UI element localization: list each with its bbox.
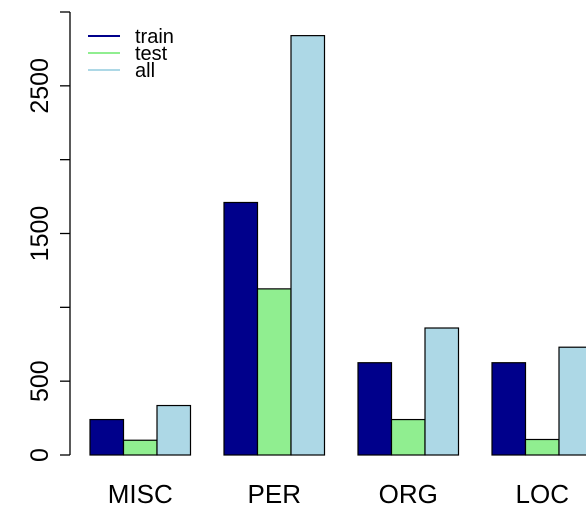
legend-label: test [135,43,168,65]
x-axis-labels: MISC PER ORG LOC [108,479,569,509]
bar-org-all [424,327,460,456]
y-axis: 0 500 1500 2500 [26,11,71,462]
bar-per-all [290,35,326,456]
y-tick-label: 2500 [26,58,54,114]
x-category-label: ORG [379,479,438,509]
y-tick-label: 1500 [26,206,54,262]
x-category-label: PER [248,479,301,509]
y-tick-label: 0 [26,448,54,462]
y-tick-label: 500 [26,360,54,402]
x-category-label: MISC [108,479,173,509]
bar-org-test [390,418,426,456]
bar-loc-test [524,438,560,456]
legend-label: train [135,26,174,48]
bar-loc-all [558,346,586,456]
bar-per-train [223,201,259,456]
bar-loc-train [491,362,527,456]
x-category-label: LOC [516,479,569,509]
bar-misc-test [122,439,158,456]
bar-org-train [357,362,393,456]
bar-misc-train [89,418,125,456]
bar-per-test [256,288,292,456]
bar-misc-all [156,404,192,456]
bars [89,35,586,456]
legend-label: all [135,60,155,82]
